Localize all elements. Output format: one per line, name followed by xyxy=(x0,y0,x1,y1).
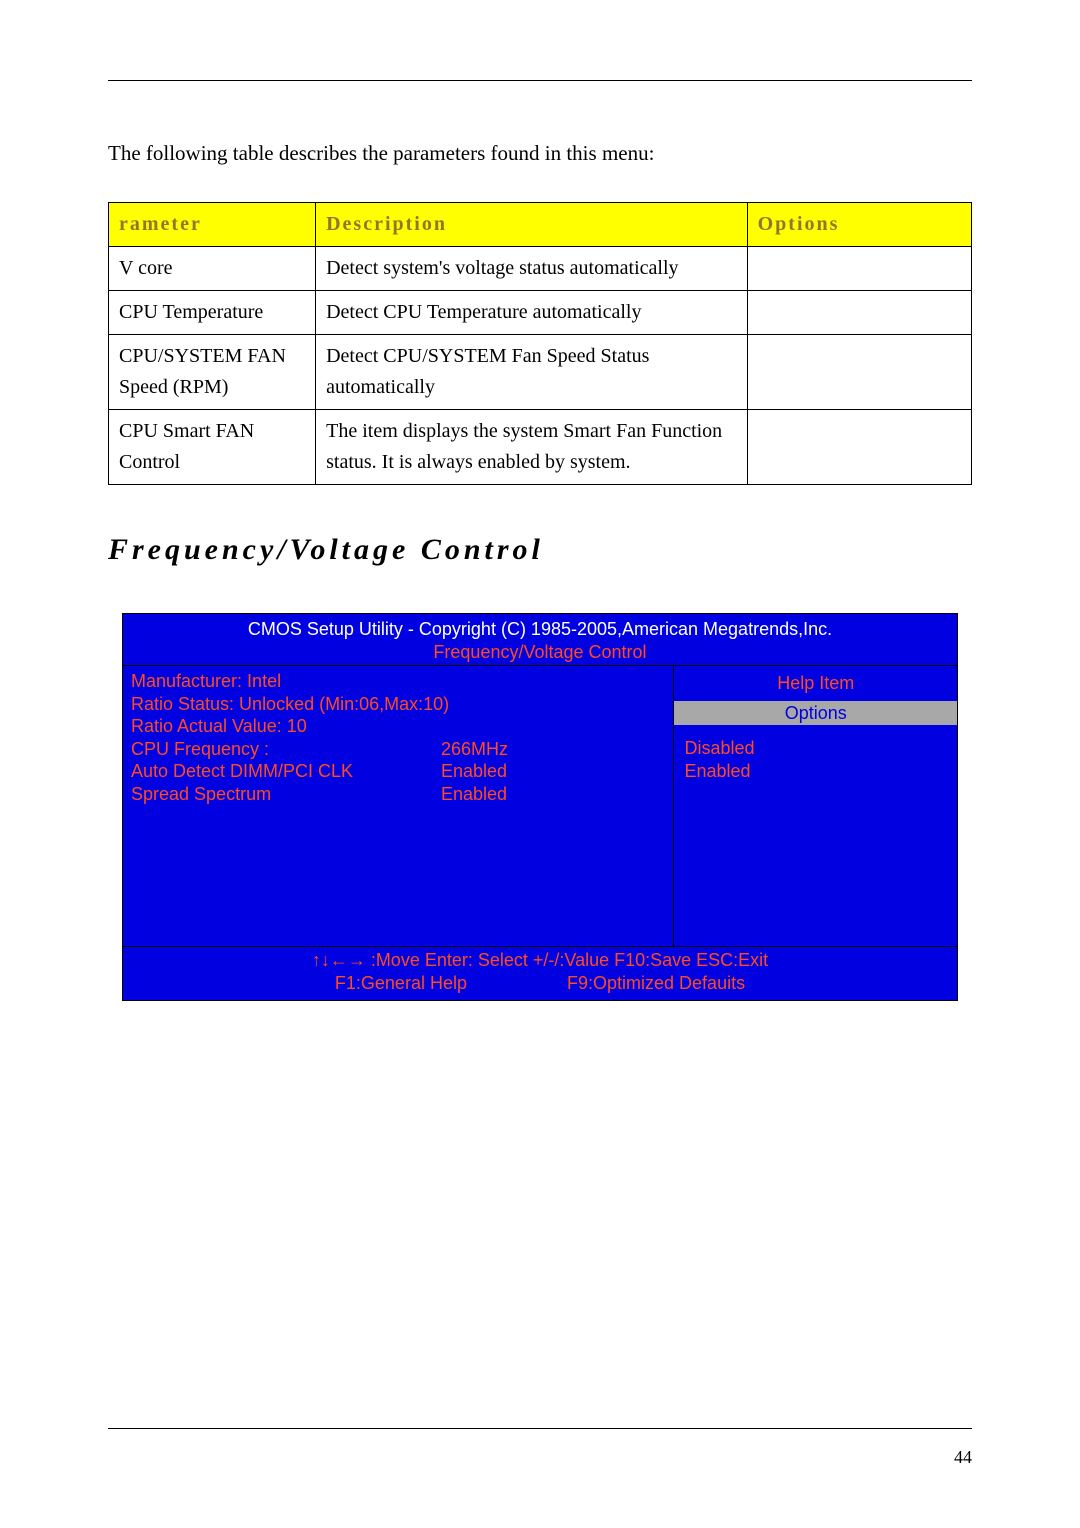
bios-setting-key: Spread Spectrum xyxy=(131,783,441,806)
cell-description: Detect CPU Temperature automatically xyxy=(316,291,748,335)
bios-help-label: Help Item xyxy=(674,666,957,701)
bios-body: Manufacturer: IntelRatio Status: Unlocke… xyxy=(123,666,957,947)
header-options: Options xyxy=(747,203,971,247)
cell-description: Detect CPU/SYSTEM Fan Speed Status autom… xyxy=(316,335,748,410)
bios-setting-row: CPU Frequency :266MHz xyxy=(131,738,665,761)
cell-options xyxy=(747,291,971,335)
table-row: CPU/SYSTEM FAN Speed (RPM)Detect CPU/SYS… xyxy=(109,335,972,410)
bios-setting-row: Auto Detect DIMM/PCI CLKEnabled xyxy=(131,760,665,783)
table-header-row: rameter Description Options xyxy=(109,203,972,247)
bios-setting-key: CPU Frequency : xyxy=(131,738,441,761)
cell-options xyxy=(747,410,971,485)
top-rule xyxy=(108,80,972,81)
page-footer: 44 xyxy=(108,1428,972,1468)
bios-setting-row: Spread SpectrumEnabled xyxy=(131,783,665,806)
cell-options xyxy=(747,247,971,291)
table-row: V coreDetect system's voltage status aut… xyxy=(109,247,972,291)
table-row: CPU Smart FAN ControlThe item displays t… xyxy=(109,410,972,485)
bios-setting-value: Enabled xyxy=(441,783,665,806)
bios-footer-f9: F9:Optimized Defauits xyxy=(567,973,745,993)
intro-text: The following table describes the parame… xyxy=(108,141,972,166)
bios-footer: ↑↓←→ :Move Enter: Select +/-/:Value F10:… xyxy=(123,947,957,1000)
bios-info-line: Ratio Actual Value: 10 xyxy=(131,715,665,738)
cell-description: The item displays the system Smart Fan F… xyxy=(316,410,748,485)
bios-footer-line1: ↑↓←→ :Move Enter: Select +/-/:Value F10:… xyxy=(127,949,953,972)
bios-info-line: Manufacturer: Intel xyxy=(131,670,665,693)
cell-parameter: V core xyxy=(109,247,316,291)
bios-header: CMOS Setup Utility - Copyright (C) 1985-… xyxy=(123,614,957,666)
cell-parameter: CPU Temperature xyxy=(109,291,316,335)
bios-left-panel: Manufacturer: IntelRatio Status: Unlocke… xyxy=(123,666,673,946)
cell-parameter: CPU/SYSTEM FAN Speed (RPM) xyxy=(109,335,316,410)
bios-setting-value: Enabled xyxy=(441,760,665,783)
bios-screenshot: CMOS Setup Utility - Copyright (C) 1985-… xyxy=(122,613,958,1001)
bios-option-item: Disabled xyxy=(684,737,947,760)
parameters-table: rameter Description Options V coreDetect… xyxy=(108,202,972,485)
table-row: CPU TemperatureDetect CPU Temperature au… xyxy=(109,291,972,335)
page-number: 44 xyxy=(108,1447,972,1468)
bios-setting-value: 266MHz xyxy=(441,738,665,761)
bottom-rule xyxy=(108,1428,972,1429)
bios-info-line: Ratio Status: Unlocked (Min:06,Max:10) xyxy=(131,693,665,716)
cell-parameter: CPU Smart FAN Control xyxy=(109,410,316,485)
bios-options-label: Options xyxy=(674,701,957,726)
header-description: Description xyxy=(316,203,748,247)
bios-options-list: DisabledEnabled xyxy=(674,725,957,794)
bios-option-item: Enabled xyxy=(684,760,947,783)
cell-options xyxy=(747,335,971,410)
bios-title: CMOS Setup Utility - Copyright (C) 1985-… xyxy=(127,618,953,641)
bios-setting-key: Auto Detect DIMM/PCI CLK xyxy=(131,760,441,783)
bios-right-panel: Help Item Options DisabledEnabled xyxy=(673,666,957,946)
bios-footer-f1: F1:General Help xyxy=(335,973,467,993)
cell-description: Detect system's voltage status automatic… xyxy=(316,247,748,291)
header-parameter: rameter xyxy=(109,203,316,247)
bios-subtitle: Frequency/Voltage Control xyxy=(127,641,953,664)
section-heading: Frequency/Voltage Control xyxy=(108,533,972,567)
bios-footer-line2: F1:General Help F9:Optimized Defauits xyxy=(127,972,953,995)
